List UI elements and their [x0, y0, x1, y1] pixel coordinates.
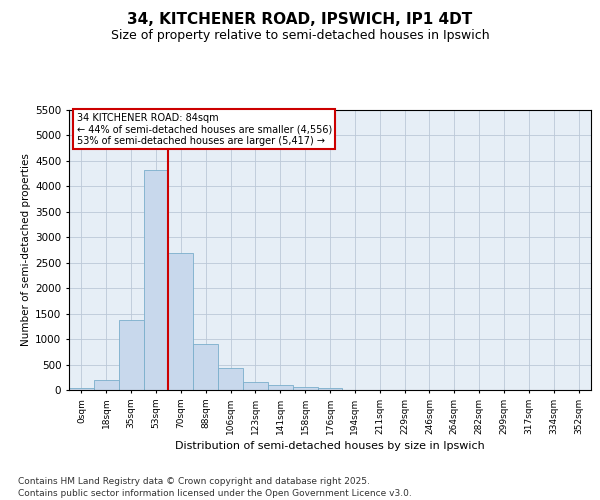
Bar [293, 387, 317, 390]
Text: Size of property relative to semi-detached houses in Ipswich: Size of property relative to semi-detach… [110, 29, 490, 42]
Y-axis label: Number of semi-detached properties: Number of semi-detached properties [21, 154, 31, 346]
Bar [218, 368, 243, 390]
Bar [69, 388, 94, 390]
Bar [143, 170, 169, 390]
Text: 34, KITCHENER ROAD, IPSWICH, IP1 4DT: 34, KITCHENER ROAD, IPSWICH, IP1 4DT [127, 12, 473, 28]
X-axis label: Distribution of semi-detached houses by size in Ipswich: Distribution of semi-detached houses by … [175, 441, 485, 451]
Bar [193, 344, 218, 390]
Bar [317, 388, 343, 390]
Bar [243, 382, 268, 390]
Text: 34 KITCHENER ROAD: 84sqm
← 44% of semi-detached houses are smaller (4,556)
53% o: 34 KITCHENER ROAD: 84sqm ← 44% of semi-d… [77, 113, 332, 146]
Bar [169, 252, 193, 390]
Bar [119, 320, 143, 390]
Text: Contains HM Land Registry data © Crown copyright and database right 2025.
Contai: Contains HM Land Registry data © Crown c… [18, 476, 412, 498]
Bar [94, 380, 119, 390]
Bar [268, 385, 293, 390]
